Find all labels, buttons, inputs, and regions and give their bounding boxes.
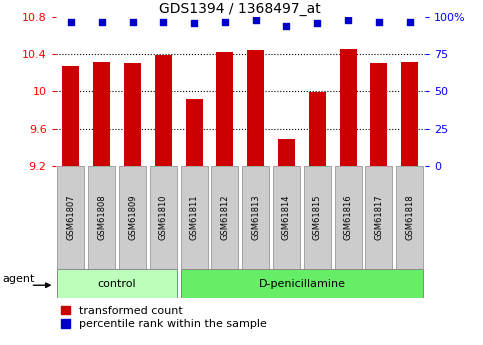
Bar — [370, 63, 387, 166]
Bar — [155, 55, 172, 166]
Bar — [150, 166, 177, 269]
Bar — [401, 62, 418, 166]
Bar — [62, 66, 79, 166]
Text: control: control — [98, 279, 136, 289]
Point — [313, 20, 321, 26]
Bar — [340, 49, 356, 166]
Text: GSM61813: GSM61813 — [251, 195, 260, 240]
Bar — [181, 269, 423, 298]
Text: GSM61807: GSM61807 — [67, 195, 75, 240]
Bar — [304, 166, 331, 269]
Bar — [119, 166, 146, 269]
Point — [344, 18, 352, 23]
Bar — [185, 99, 202, 166]
Text: GSM61810: GSM61810 — [159, 195, 168, 240]
Text: GSM61809: GSM61809 — [128, 195, 137, 240]
Bar — [309, 92, 326, 166]
Bar — [365, 166, 392, 269]
Point — [252, 18, 259, 23]
Title: GDS1394 / 1368497_at: GDS1394 / 1368497_at — [159, 2, 321, 16]
Text: GSM61811: GSM61811 — [190, 195, 199, 240]
Point — [128, 19, 136, 24]
Text: agent: agent — [3, 274, 35, 284]
Text: GSM61815: GSM61815 — [313, 195, 322, 240]
Text: GSM61816: GSM61816 — [343, 195, 353, 240]
Bar — [242, 166, 269, 269]
Bar — [335, 166, 362, 269]
Legend: transformed count, percentile rank within the sample: transformed count, percentile rank withi… — [61, 306, 267, 329]
Point — [98, 19, 106, 24]
Point — [159, 19, 167, 24]
Bar — [124, 63, 141, 166]
Text: GSM61818: GSM61818 — [405, 195, 414, 240]
Bar — [93, 62, 110, 166]
Bar — [396, 166, 423, 269]
Point — [375, 19, 383, 24]
Text: D-penicillamine: D-penicillamine — [258, 279, 345, 289]
Bar — [88, 166, 115, 269]
Bar — [273, 166, 300, 269]
Bar — [181, 166, 208, 269]
Bar — [278, 139, 295, 166]
Point — [67, 19, 75, 24]
Bar — [57, 166, 85, 269]
Bar — [216, 51, 233, 166]
Text: GSM61817: GSM61817 — [374, 195, 384, 240]
Bar — [212, 166, 239, 269]
Point — [406, 19, 413, 24]
Point — [190, 20, 198, 26]
Text: GSM61808: GSM61808 — [97, 195, 106, 240]
Bar — [247, 50, 264, 166]
Text: GSM61812: GSM61812 — [220, 195, 229, 240]
Point — [283, 23, 290, 29]
Text: GSM61814: GSM61814 — [282, 195, 291, 240]
Point — [221, 19, 229, 24]
Bar — [57, 269, 177, 298]
